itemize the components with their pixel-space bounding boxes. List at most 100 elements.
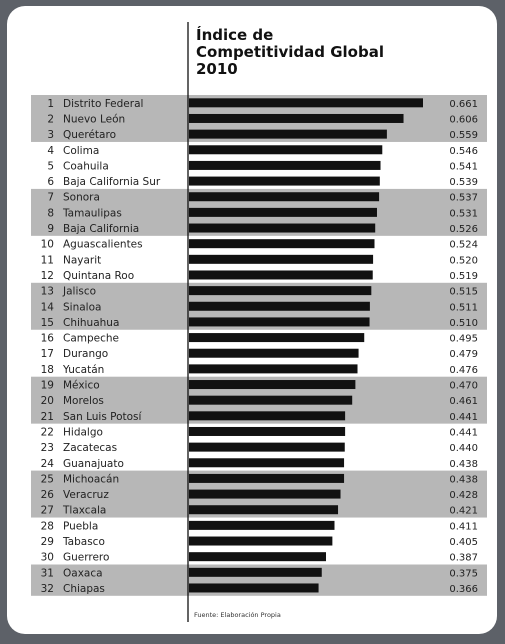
row-state-name: Chihuahua bbox=[63, 317, 119, 329]
bar bbox=[189, 364, 358, 374]
bar bbox=[189, 567, 322, 577]
bar bbox=[189, 239, 375, 249]
row-state-name: Yucatán bbox=[62, 364, 104, 376]
row-value: 0.606 bbox=[449, 114, 478, 125]
row-state-name: Baja California bbox=[63, 223, 139, 235]
row-state-name: Sonora bbox=[63, 192, 100, 204]
row-rank: 25 bbox=[41, 473, 54, 485]
row-state-name: Baja California Sur bbox=[63, 176, 161, 188]
row-rank: 12 bbox=[41, 270, 54, 282]
row-rank: 29 bbox=[41, 536, 54, 548]
row-rank: 2 bbox=[47, 113, 54, 125]
bar bbox=[189, 113, 404, 123]
bar bbox=[189, 207, 377, 217]
row-value: 0.511 bbox=[449, 302, 478, 313]
row-rank: 19 bbox=[41, 380, 54, 392]
row-state-name: Veracruz bbox=[63, 489, 109, 501]
row-value: 0.438 bbox=[449, 459, 478, 470]
bar bbox=[189, 505, 339, 515]
row-value: 0.441 bbox=[449, 427, 478, 438]
row-rank: 21 bbox=[41, 411, 54, 423]
row-rank: 6 bbox=[47, 176, 54, 188]
source-note: Fuente: Elaboración Propia bbox=[194, 611, 281, 619]
row-value: 0.539 bbox=[449, 177, 478, 188]
row-value: 0.661 bbox=[449, 99, 478, 110]
row-rank: 8 bbox=[47, 207, 54, 219]
row-state-name: Zacatecas bbox=[63, 442, 117, 454]
chart-title-line: Competitividad Global bbox=[196, 43, 384, 61]
bar bbox=[189, 333, 365, 343]
row-value: 0.441 bbox=[449, 412, 478, 423]
row-value: 0.537 bbox=[449, 193, 478, 204]
row-state-name: Nuevo León bbox=[63, 113, 125, 125]
row-rank: 15 bbox=[41, 317, 54, 329]
row-value: 0.428 bbox=[449, 490, 478, 501]
row-rank: 27 bbox=[41, 505, 54, 517]
row-state-name: Hidalgo bbox=[63, 426, 103, 438]
row-rank: 9 bbox=[47, 223, 54, 235]
bar bbox=[189, 411, 346, 421]
row-rank: 23 bbox=[41, 442, 54, 454]
row-rank: 30 bbox=[41, 552, 54, 564]
row-state-name: Oaxaca bbox=[63, 567, 103, 579]
bar bbox=[189, 223, 376, 233]
row-state-name: Distrito Federal bbox=[63, 98, 143, 110]
row-rank: 14 bbox=[41, 301, 55, 313]
row-value: 0.421 bbox=[449, 506, 478, 517]
row-rank: 3 bbox=[47, 129, 54, 141]
bar bbox=[189, 458, 345, 468]
bar bbox=[189, 176, 380, 186]
row-state-name: Tamaulipas bbox=[62, 207, 122, 219]
bar bbox=[189, 395, 353, 405]
row-rank: 16 bbox=[41, 333, 55, 345]
row-rank: 10 bbox=[41, 239, 54, 251]
row-rank: 5 bbox=[47, 160, 54, 172]
row-state-name: Guanajuato bbox=[63, 458, 124, 470]
row-value: 0.526 bbox=[449, 224, 478, 235]
row-state-name: Campeche bbox=[63, 333, 119, 345]
row-value: 0.366 bbox=[449, 584, 478, 595]
row-value: 0.531 bbox=[449, 208, 478, 219]
row-rank: 13 bbox=[41, 286, 54, 298]
row-rank: 17 bbox=[41, 348, 54, 360]
row-rank: 22 bbox=[41, 426, 54, 438]
bar bbox=[189, 301, 370, 311]
row-state-name: Guerrero bbox=[63, 552, 109, 564]
row-state-name: Michoacán bbox=[63, 473, 119, 485]
row-value: 0.440 bbox=[449, 443, 478, 454]
bar bbox=[189, 348, 359, 358]
row-value: 0.411 bbox=[449, 521, 478, 532]
row-value: 0.510 bbox=[449, 318, 478, 329]
row-state-name: Tabasco bbox=[62, 536, 105, 548]
bar bbox=[189, 192, 380, 202]
row-state-name: Tlaxcala bbox=[62, 505, 106, 517]
bar bbox=[189, 552, 327, 562]
row-state-name: Colima bbox=[63, 145, 99, 157]
row-state-name: Puebla bbox=[63, 520, 98, 532]
bar bbox=[189, 536, 333, 546]
chart-title-line: 2010 bbox=[196, 60, 238, 78]
row-value: 0.559 bbox=[449, 130, 478, 141]
row-state-name: México bbox=[63, 380, 100, 392]
row-value: 0.546 bbox=[449, 146, 478, 157]
bar bbox=[189, 286, 372, 296]
row-state-name: Querétaro bbox=[63, 129, 116, 141]
row-state-name: Sinaloa bbox=[63, 301, 101, 313]
row-value: 0.515 bbox=[449, 287, 478, 298]
row-value: 0.470 bbox=[449, 381, 478, 392]
bar bbox=[189, 473, 345, 483]
row-value: 0.541 bbox=[449, 161, 478, 172]
row-value: 0.375 bbox=[449, 568, 478, 579]
row-rank: 32 bbox=[41, 583, 54, 595]
bar bbox=[189, 380, 356, 390]
bar bbox=[189, 583, 319, 593]
row-state-name: Morelos bbox=[63, 395, 104, 407]
row-rank: 31 bbox=[41, 567, 54, 579]
row-state-name: Nayarit bbox=[63, 254, 101, 266]
row-value: 0.519 bbox=[449, 271, 478, 282]
bar bbox=[189, 270, 373, 280]
bar bbox=[189, 254, 374, 264]
row-state-name: Jalisco bbox=[62, 286, 96, 298]
row-rank: 11 bbox=[41, 254, 54, 266]
row-value: 0.387 bbox=[449, 553, 478, 564]
